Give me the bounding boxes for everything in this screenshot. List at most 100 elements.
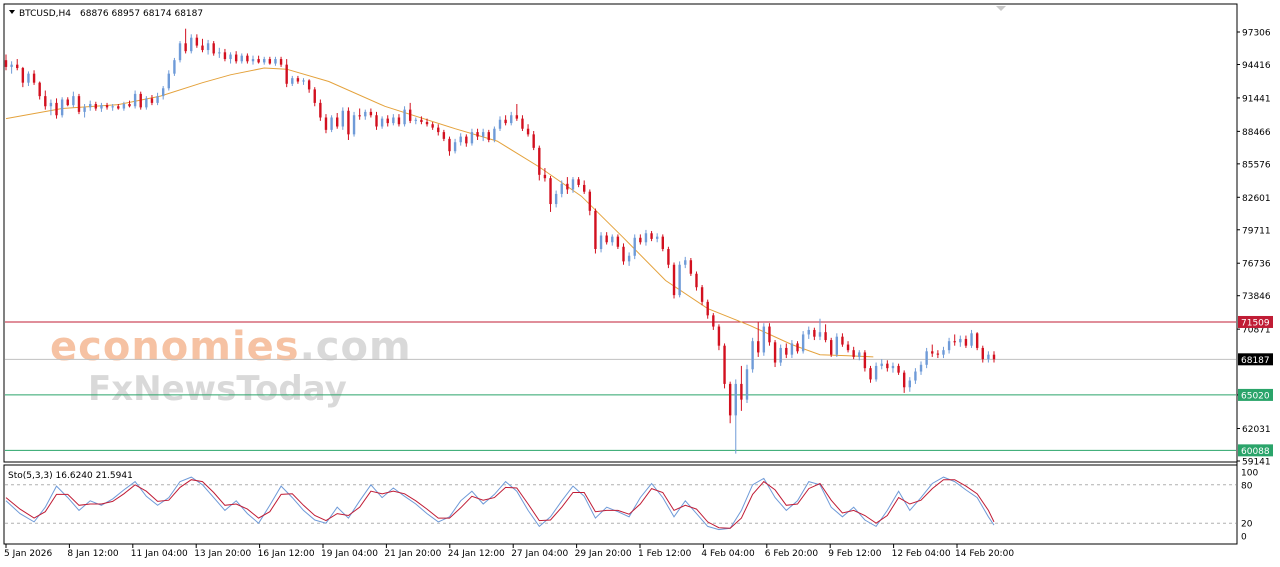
candle-body — [341, 110, 345, 127]
candle — [319, 99, 322, 121]
candle-body — [588, 191, 592, 211]
candle — [762, 323, 766, 356]
candle — [925, 347, 928, 369]
candle-body — [117, 106, 120, 109]
candle-body — [347, 110, 350, 135]
candle — [408, 102, 412, 124]
candle-body — [49, 102, 53, 107]
candle-body — [128, 104, 131, 107]
candle-body — [476, 132, 479, 137]
candle-body — [268, 59, 272, 64]
candle-body — [437, 127, 440, 133]
shift-marker-icon[interactable] — [996, 6, 1006, 11]
candle-body — [487, 132, 490, 140]
candle — [931, 344, 934, 357]
candle-body — [38, 82, 41, 97]
candle-body — [364, 111, 367, 117]
candle — [633, 234, 636, 260]
candle-body — [105, 105, 109, 108]
candle — [251, 55, 255, 65]
price-tick-label: 70871 — [1242, 326, 1271, 336]
candle-body — [10, 64, 13, 67]
candle-body — [178, 43, 182, 61]
candle-body — [291, 78, 294, 84]
level-tag-box — [1238, 444, 1273, 457]
time-tick-label: 6 Feb 20:00 — [765, 549, 819, 559]
candle-body — [498, 119, 502, 129]
candle — [554, 190, 558, 208]
candle-body — [324, 117, 328, 130]
chevron-down-icon[interactable] — [9, 10, 15, 14]
candle — [206, 39, 210, 55]
candle — [139, 91, 142, 110]
candle — [695, 271, 698, 291]
candle — [987, 351, 990, 363]
candle — [801, 331, 805, 354]
ma-line — [5, 67, 874, 358]
price-axis: 97306 94416 91441 88466 85576 82601 79711 76736… — [1237, 29, 1271, 468]
candle — [504, 115, 507, 126]
candle — [902, 370, 906, 393]
candle-body — [336, 117, 339, 127]
candle — [532, 130, 535, 151]
candle-body — [72, 96, 75, 106]
candle-body — [414, 119, 417, 121]
candle-body — [184, 43, 187, 52]
price-tick-label: 97306 — [1242, 29, 1271, 39]
candle — [975, 332, 979, 351]
candle-body — [330, 117, 333, 130]
candle-body — [908, 380, 911, 388]
candle — [768, 323, 771, 346]
candle-body — [319, 102, 322, 118]
candle-body — [302, 80, 305, 82]
time-tick-label: 14 Feb 20:00 — [955, 549, 1014, 559]
candle — [717, 324, 721, 351]
candle — [105, 102, 109, 110]
candle-body — [622, 246, 625, 262]
candle-body — [695, 273, 698, 288]
level-tag-box — [1238, 388, 1273, 401]
candle — [712, 313, 715, 330]
candle-body — [212, 43, 215, 54]
candle — [49, 99, 53, 116]
candle-body — [246, 55, 249, 62]
candle — [886, 360, 889, 372]
candle — [425, 118, 429, 127]
candle — [599, 232, 603, 253]
candle-body — [532, 134, 535, 148]
candle-body — [453, 142, 457, 152]
candle-body — [285, 64, 288, 84]
candle — [83, 104, 86, 118]
candle-body — [307, 80, 311, 90]
candle-body — [655, 236, 659, 239]
candle-body — [408, 109, 412, 121]
candle — [959, 335, 962, 347]
level-tag-label: 65020 — [1241, 391, 1270, 401]
candle-body — [981, 347, 984, 360]
candle-body — [173, 60, 176, 74]
candle-body — [369, 111, 373, 116]
candle-body — [757, 341, 760, 353]
candle-body — [274, 59, 277, 64]
candle-body — [852, 350, 855, 357]
candle-body — [846, 344, 850, 351]
candle — [313, 87, 316, 107]
candle — [521, 115, 524, 131]
candle-body — [554, 193, 558, 205]
candle-body — [4, 60, 8, 67]
candle — [723, 343, 726, 389]
candle — [919, 361, 923, 375]
watermark: economies.com FxNewsToday — [50, 324, 411, 409]
candle-body — [234, 54, 238, 62]
candle — [336, 113, 339, 129]
candle — [55, 98, 58, 119]
candle — [268, 56, 272, 65]
price-tick-label: 59141 — [1242, 458, 1271, 468]
candle — [302, 78, 305, 85]
candle-body — [902, 372, 906, 388]
candle — [813, 327, 816, 341]
candle — [420, 116, 423, 125]
candle-body — [403, 109, 406, 125]
candle — [21, 66, 25, 88]
